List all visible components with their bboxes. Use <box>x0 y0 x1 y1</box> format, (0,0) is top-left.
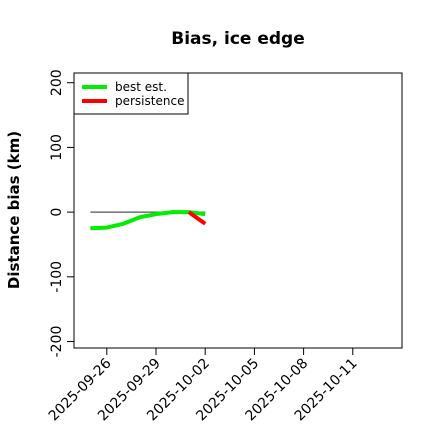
y-tick-label: 100 <box>49 134 65 161</box>
y-tick-label: 200 <box>49 69 65 96</box>
plot-area <box>90 210 207 231</box>
legend-box <box>73 72 189 115</box>
y-tick-label: -200 <box>49 326 65 358</box>
y-tick-label: 0 <box>49 208 65 217</box>
series-line-persistence <box>187 210 207 226</box>
legend-label-persistence: persistence <box>115 94 184 108</box>
y-axis-label: Distance bias (km) <box>5 131 23 289</box>
x-axis: 2025-09-262025-09-292025-10-022025-10-05… <box>46 348 361 424</box>
y-tick-label: -100 <box>49 261 65 293</box>
legend-label-best-est: best est. <box>115 80 167 94</box>
chart-title: Bias, ice edge <box>171 29 305 49</box>
series-line-best-est <box>90 210 206 231</box>
y-axis: -200 -100 0 100 200 <box>49 69 74 357</box>
plot-frame <box>73 72 403 349</box>
legend: best est.persistence <box>73 72 189 115</box>
